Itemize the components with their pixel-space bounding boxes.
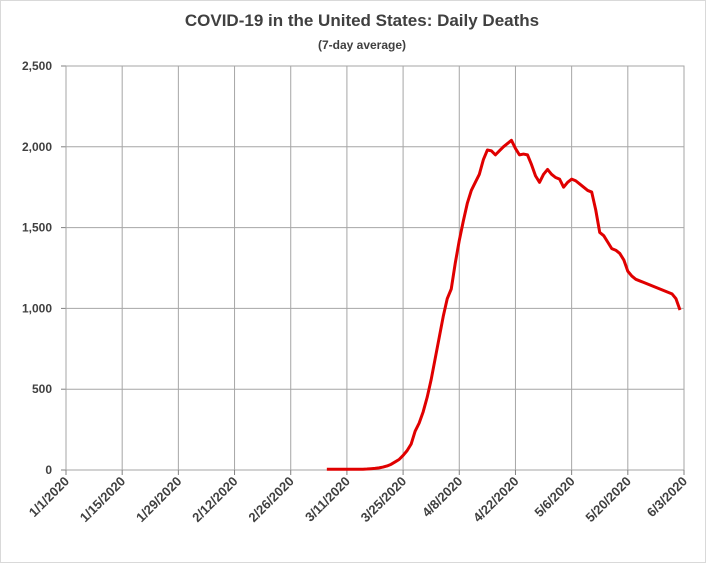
y-tick-label: 500	[32, 382, 52, 396]
y-tick-label: 1,500	[22, 221, 52, 235]
y-tick-label: 2,500	[22, 59, 52, 73]
y-tick-label: 1,000	[22, 301, 52, 315]
y-tick-label: 2,000	[22, 140, 52, 154]
line-series	[326, 138, 682, 471]
chart-subtitle: (7-day average)	[318, 38, 406, 52]
y-tick-label: 0	[45, 463, 52, 477]
plot	[326, 138, 682, 471]
chart-title: COVID-19 in the United States: Daily Dea…	[185, 11, 539, 30]
